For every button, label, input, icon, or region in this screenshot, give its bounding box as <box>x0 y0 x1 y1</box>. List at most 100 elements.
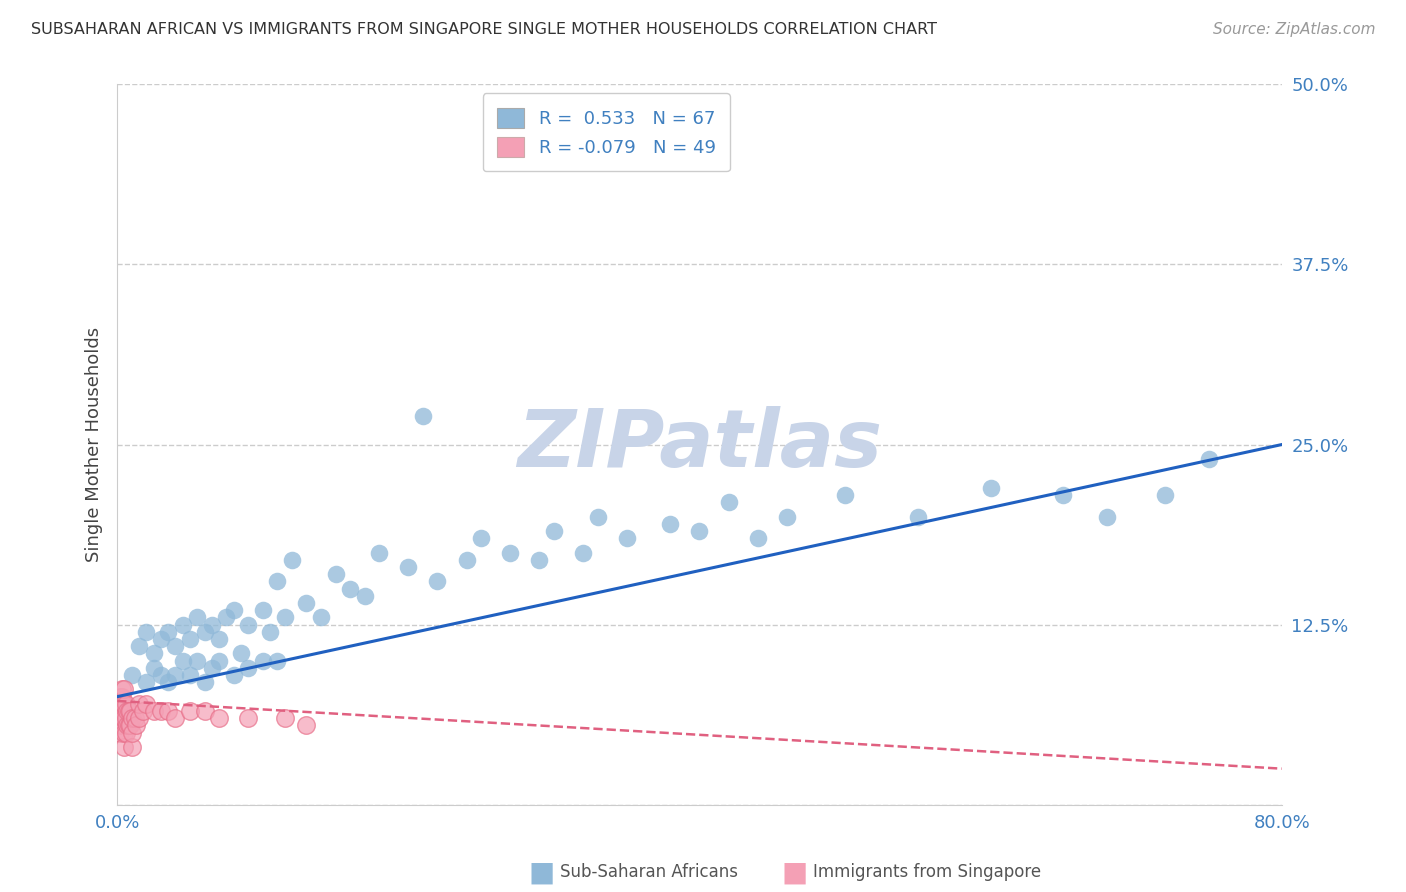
Point <box>186 654 208 668</box>
Point <box>325 567 347 582</box>
Text: ■: ■ <box>782 858 807 887</box>
Point <box>222 668 245 682</box>
Point <box>115 725 138 739</box>
Point <box>980 481 1002 495</box>
Point <box>121 668 143 682</box>
Point <box>201 661 224 675</box>
Point <box>117 704 139 718</box>
Point <box>208 711 231 725</box>
Point <box>1095 509 1118 524</box>
Point <box>1154 488 1177 502</box>
Point <box>118 718 141 732</box>
Point <box>111 704 134 718</box>
Point <box>295 596 318 610</box>
Point <box>266 654 288 668</box>
Point <box>688 524 710 538</box>
Point <box>165 668 187 682</box>
Point <box>132 704 155 718</box>
Point <box>108 718 131 732</box>
Point <box>907 509 929 524</box>
Text: ZIPatlas: ZIPatlas <box>517 406 882 483</box>
Point <box>142 704 165 718</box>
Point <box>108 725 131 739</box>
Point <box>121 711 143 725</box>
Point <box>229 647 252 661</box>
Point <box>108 711 131 725</box>
Point <box>135 675 157 690</box>
Point <box>165 639 187 653</box>
Point <box>273 711 295 725</box>
Point <box>110 682 132 697</box>
Point <box>747 531 769 545</box>
Point <box>135 624 157 639</box>
Point <box>193 624 215 639</box>
Point <box>193 675 215 690</box>
Point <box>110 697 132 711</box>
Point <box>572 546 595 560</box>
Point <box>215 610 238 624</box>
Point <box>149 704 172 718</box>
Point <box>128 711 150 725</box>
Point <box>412 409 434 423</box>
Point <box>115 697 138 711</box>
Point <box>124 711 146 725</box>
Point <box>586 509 609 524</box>
Point <box>179 704 201 718</box>
Point <box>259 624 281 639</box>
Point <box>165 711 187 725</box>
Point <box>179 668 201 682</box>
Point <box>110 704 132 718</box>
Point <box>456 553 478 567</box>
Point <box>114 740 136 755</box>
Point <box>157 704 180 718</box>
Point <box>121 740 143 755</box>
Point <box>142 661 165 675</box>
Point <box>120 718 142 732</box>
Point <box>121 725 143 739</box>
Point <box>172 617 194 632</box>
Text: Sub-Saharan Africans: Sub-Saharan Africans <box>560 863 738 881</box>
Point <box>135 697 157 711</box>
Point <box>193 704 215 718</box>
Point <box>111 697 134 711</box>
Point <box>659 516 682 531</box>
Point <box>117 718 139 732</box>
Point <box>295 718 318 732</box>
Point <box>252 654 274 668</box>
Point <box>208 632 231 646</box>
Point <box>543 524 565 538</box>
Point <box>110 711 132 725</box>
Point <box>238 661 260 675</box>
Point <box>172 654 194 668</box>
Point <box>120 704 142 718</box>
Point <box>118 704 141 718</box>
Point <box>309 610 332 624</box>
Point <box>157 675 180 690</box>
Point <box>115 711 138 725</box>
Legend: R =  0.533   N = 67, R = -0.079   N = 49: R = 0.533 N = 67, R = -0.079 N = 49 <box>482 94 730 171</box>
Text: ■: ■ <box>529 858 554 887</box>
Point <box>426 574 449 589</box>
Point <box>149 632 172 646</box>
Point <box>529 553 551 567</box>
Point <box>114 725 136 739</box>
Point <box>353 589 375 603</box>
Point <box>368 546 391 560</box>
Point <box>238 617 260 632</box>
Text: SUBSAHARAN AFRICAN VS IMMIGRANTS FROM SINGAPORE SINGLE MOTHER HOUSEHOLDS CORRELA: SUBSAHARAN AFRICAN VS IMMIGRANTS FROM SI… <box>31 22 936 37</box>
Point <box>222 603 245 617</box>
Point <box>114 682 136 697</box>
Point <box>108 704 131 718</box>
Point <box>110 718 132 732</box>
Point <box>186 610 208 624</box>
Point <box>717 495 740 509</box>
Point <box>108 690 131 704</box>
Point <box>252 603 274 617</box>
Point <box>238 711 260 725</box>
Point <box>111 711 134 725</box>
Point <box>142 647 165 661</box>
Point <box>834 488 856 502</box>
Point <box>266 574 288 589</box>
Point <box>128 639 150 653</box>
Point <box>499 546 522 560</box>
